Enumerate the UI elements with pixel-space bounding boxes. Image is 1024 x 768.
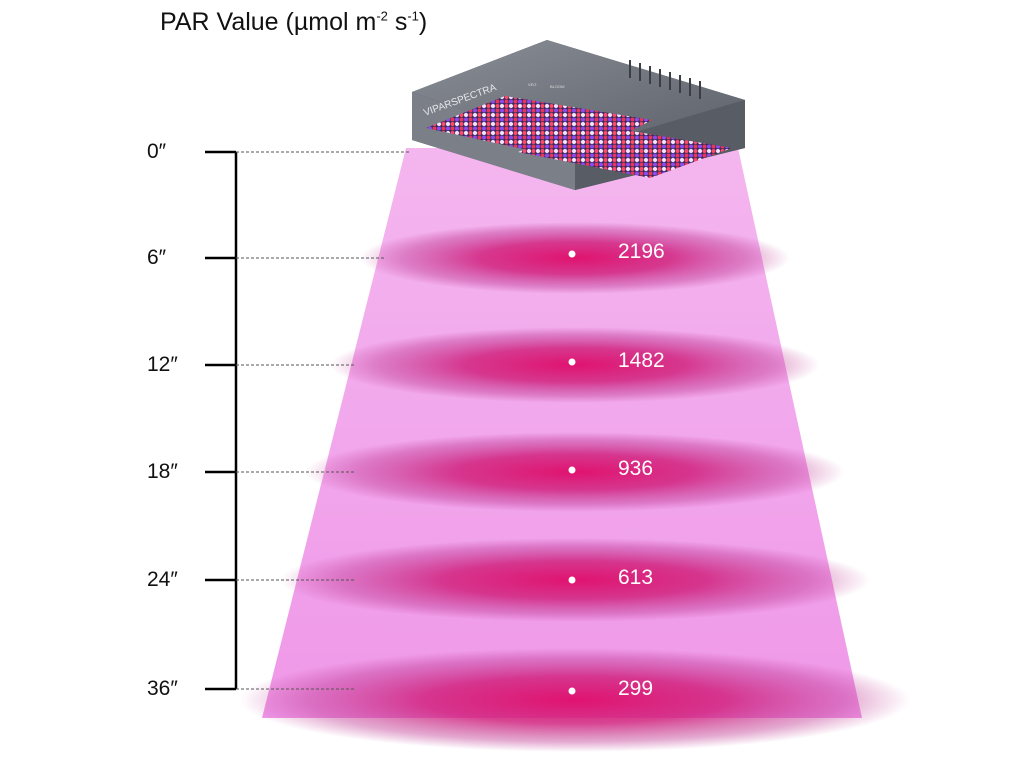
intensity-band-36 (240, 648, 910, 752)
grow-lamp: VIPARSPECTRA VEG BLOOM (412, 40, 745, 190)
height-label-0: 0″ (147, 140, 167, 163)
measure-point-6 (568, 250, 576, 258)
intensity-band-12 (330, 327, 820, 403)
title-exponent-s: -1 (407, 8, 419, 24)
height-label-12: 12″ (147, 353, 178, 376)
vent-slots-icon (629, 60, 701, 99)
intensity-band-18 (305, 432, 845, 512)
led-panel-right (518, 124, 732, 178)
height-label-36: 36″ (147, 677, 178, 700)
veg-switch-label: VEG (528, 82, 536, 87)
measure-point-36 (568, 687, 576, 695)
measure-point-12 (568, 358, 576, 366)
measure-point-18 (568, 466, 576, 474)
page-title: PAR Value (µmol m-2 s-1) (160, 8, 427, 37)
par-value-12: 1482 (618, 349, 665, 372)
measure-point-24 (568, 576, 576, 584)
height-label-18: 18″ (147, 460, 178, 483)
title-text: PAR Value (µmol m (160, 8, 377, 36)
height-label-6: 6″ (147, 246, 167, 269)
title-close: ) (418, 8, 428, 36)
bloom-switch-label: BLOOM (550, 84, 564, 89)
par-value-36: 299 (618, 677, 654, 700)
par-value-6: 2196 (618, 240, 665, 263)
title-text-s: s (387, 8, 408, 36)
par-value-24: 613 (618, 566, 654, 589)
title-exponent-m: -2 (376, 8, 388, 24)
par-value-18: 936 (618, 457, 654, 480)
intensity-band-6 (360, 222, 790, 294)
height-label-24: 24″ (147, 568, 178, 591)
